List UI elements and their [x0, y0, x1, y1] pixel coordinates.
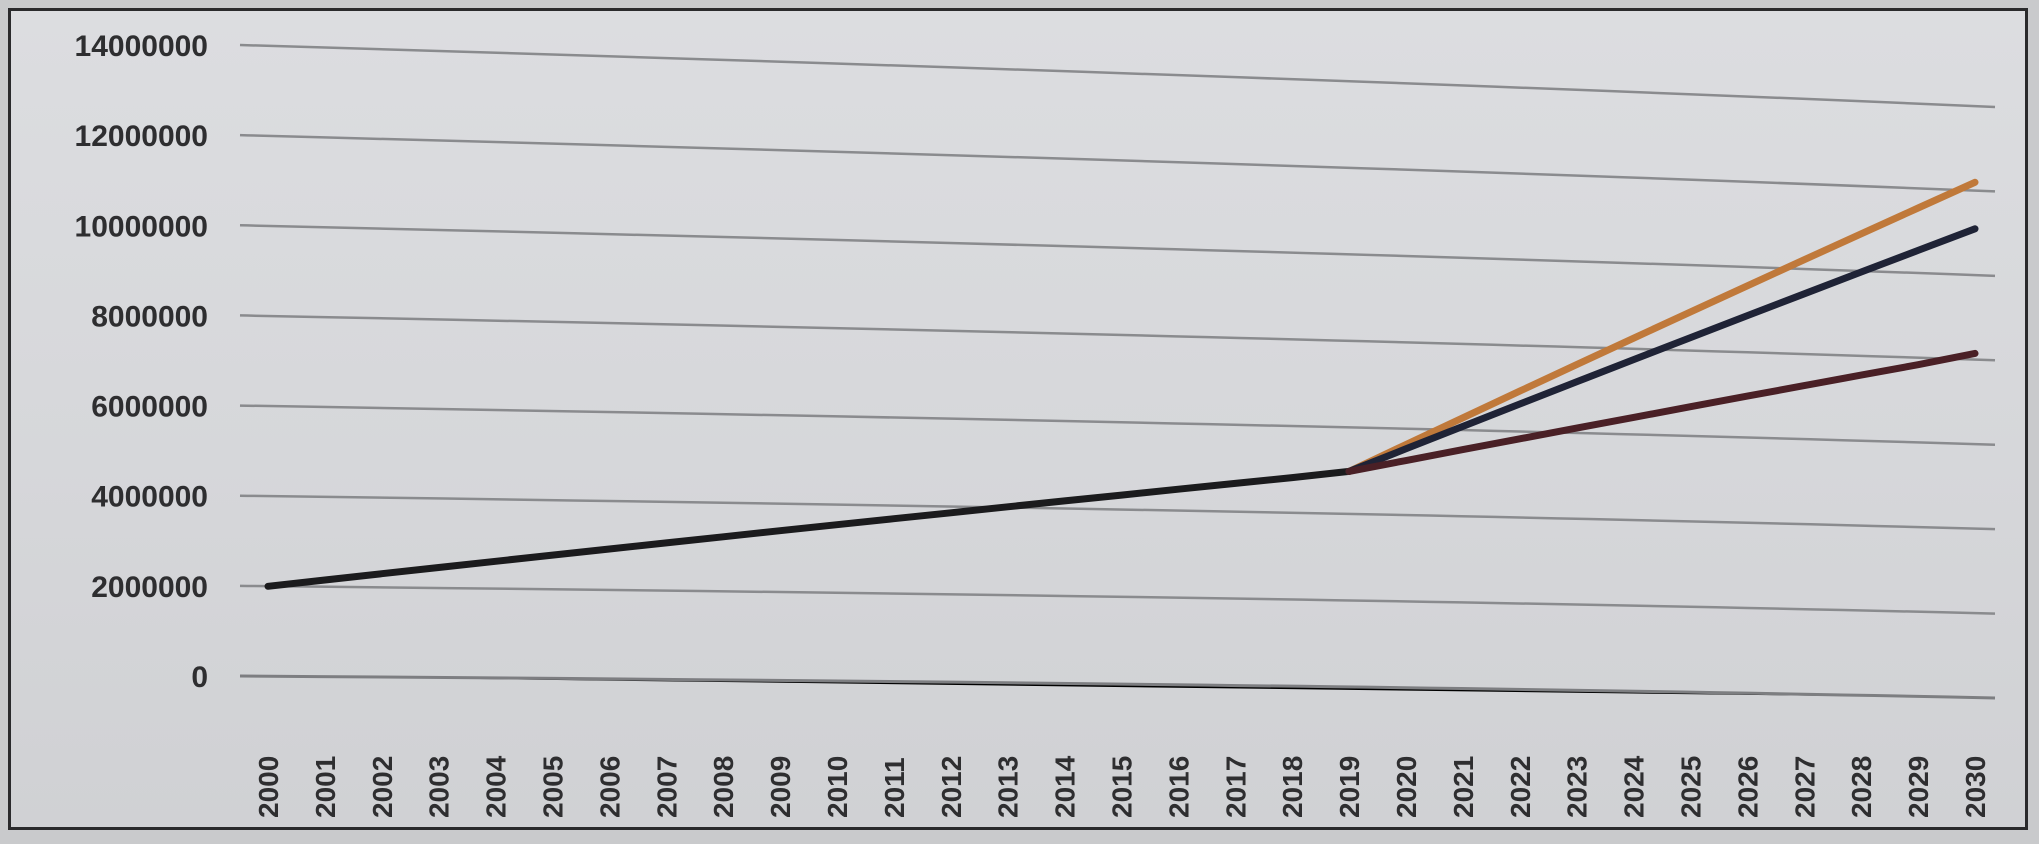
y-tick-label: 8000000 — [91, 300, 208, 333]
x-tick-label: 2001 — [310, 756, 341, 818]
series-group — [264, 178, 1979, 590]
y-tick-label: 6000000 — [91, 391, 208, 424]
x-tick-label: 2006 — [594, 756, 625, 818]
x-tick-label: 2004 — [481, 755, 512, 818]
gridline — [239, 494, 1996, 531]
x-tick-label: 2023 — [1562, 756, 1593, 818]
x-tick-label: 2024 — [1619, 755, 1650, 818]
x-tick-label: 2009 — [765, 756, 796, 818]
x-tick-label: 2015 — [1107, 756, 1138, 818]
x-tick-label: 2018 — [1277, 756, 1308, 818]
x-tick-label: 2003 — [424, 756, 455, 818]
y-tick-label: 0 — [191, 661, 208, 694]
series-line-1 — [264, 467, 1353, 590]
x-axis-ticks: 2000 2001 2002 2003 2004 2005 2006 2007 2008 2009… — [253, 755, 1991, 818]
gridline — [239, 133, 1996, 193]
x-tick-label: 2027 — [1789, 756, 1820, 818]
x-tick-label: 2030 — [1960, 756, 1991, 818]
x-tick-label: 2019 — [1334, 756, 1365, 818]
x-tick-label: 2002 — [367, 756, 398, 818]
x-tick-label: 2011 — [879, 757, 910, 818]
gridline — [239, 43, 1996, 109]
y-tick-label: 2000000 — [91, 571, 208, 604]
series-line-2 — [1345, 178, 1979, 475]
series-line-4 — [1345, 349, 1979, 475]
x-tick-label: 2000 — [253, 756, 284, 818]
x-tick-label: 2016 — [1163, 756, 1194, 818]
x-tick-label: 2013 — [993, 756, 1024, 818]
x-tick-label: 2022 — [1505, 756, 1536, 818]
x-tick-label: 2029 — [1903, 756, 1934, 818]
x-tick-label: 2021 — [1448, 756, 1479, 818]
x-tick-label: 2005 — [538, 756, 569, 818]
gridline — [239, 224, 1996, 278]
x-tick-label: 2008 — [708, 756, 739, 818]
x-tick-label: 2020 — [1391, 756, 1422, 818]
y-tick-label: 12000000 — [75, 120, 208, 153]
gridline — [239, 584, 1996, 615]
x-tick-label: 2012 — [936, 756, 967, 818]
x-tick-label: 2025 — [1676, 756, 1707, 818]
y-tick-label: 14000000 — [75, 30, 208, 63]
series-line-3 — [1345, 225, 1979, 475]
x-axis-line — [239, 674, 1996, 700]
x-tick-label: 2026 — [1732, 756, 1763, 818]
y-tick-label: 10000000 — [75, 210, 208, 243]
x-tick-label: 2028 — [1846, 756, 1877, 818]
gridlines — [239, 43, 1996, 700]
x-tick-label: 2014 — [1050, 755, 1081, 818]
y-tick-label: 4000000 — [91, 481, 208, 514]
x-tick-label: 2007 — [651, 756, 682, 818]
gridline — [239, 404, 1996, 446]
y-axis-ticks: 0 2000000 4000000 6000000 8000000 10000000 120… — [75, 30, 208, 694]
x-tick-label: 2017 — [1220, 756, 1251, 818]
x-tick-label: 2010 — [822, 756, 853, 818]
gridline — [239, 314, 1996, 362]
